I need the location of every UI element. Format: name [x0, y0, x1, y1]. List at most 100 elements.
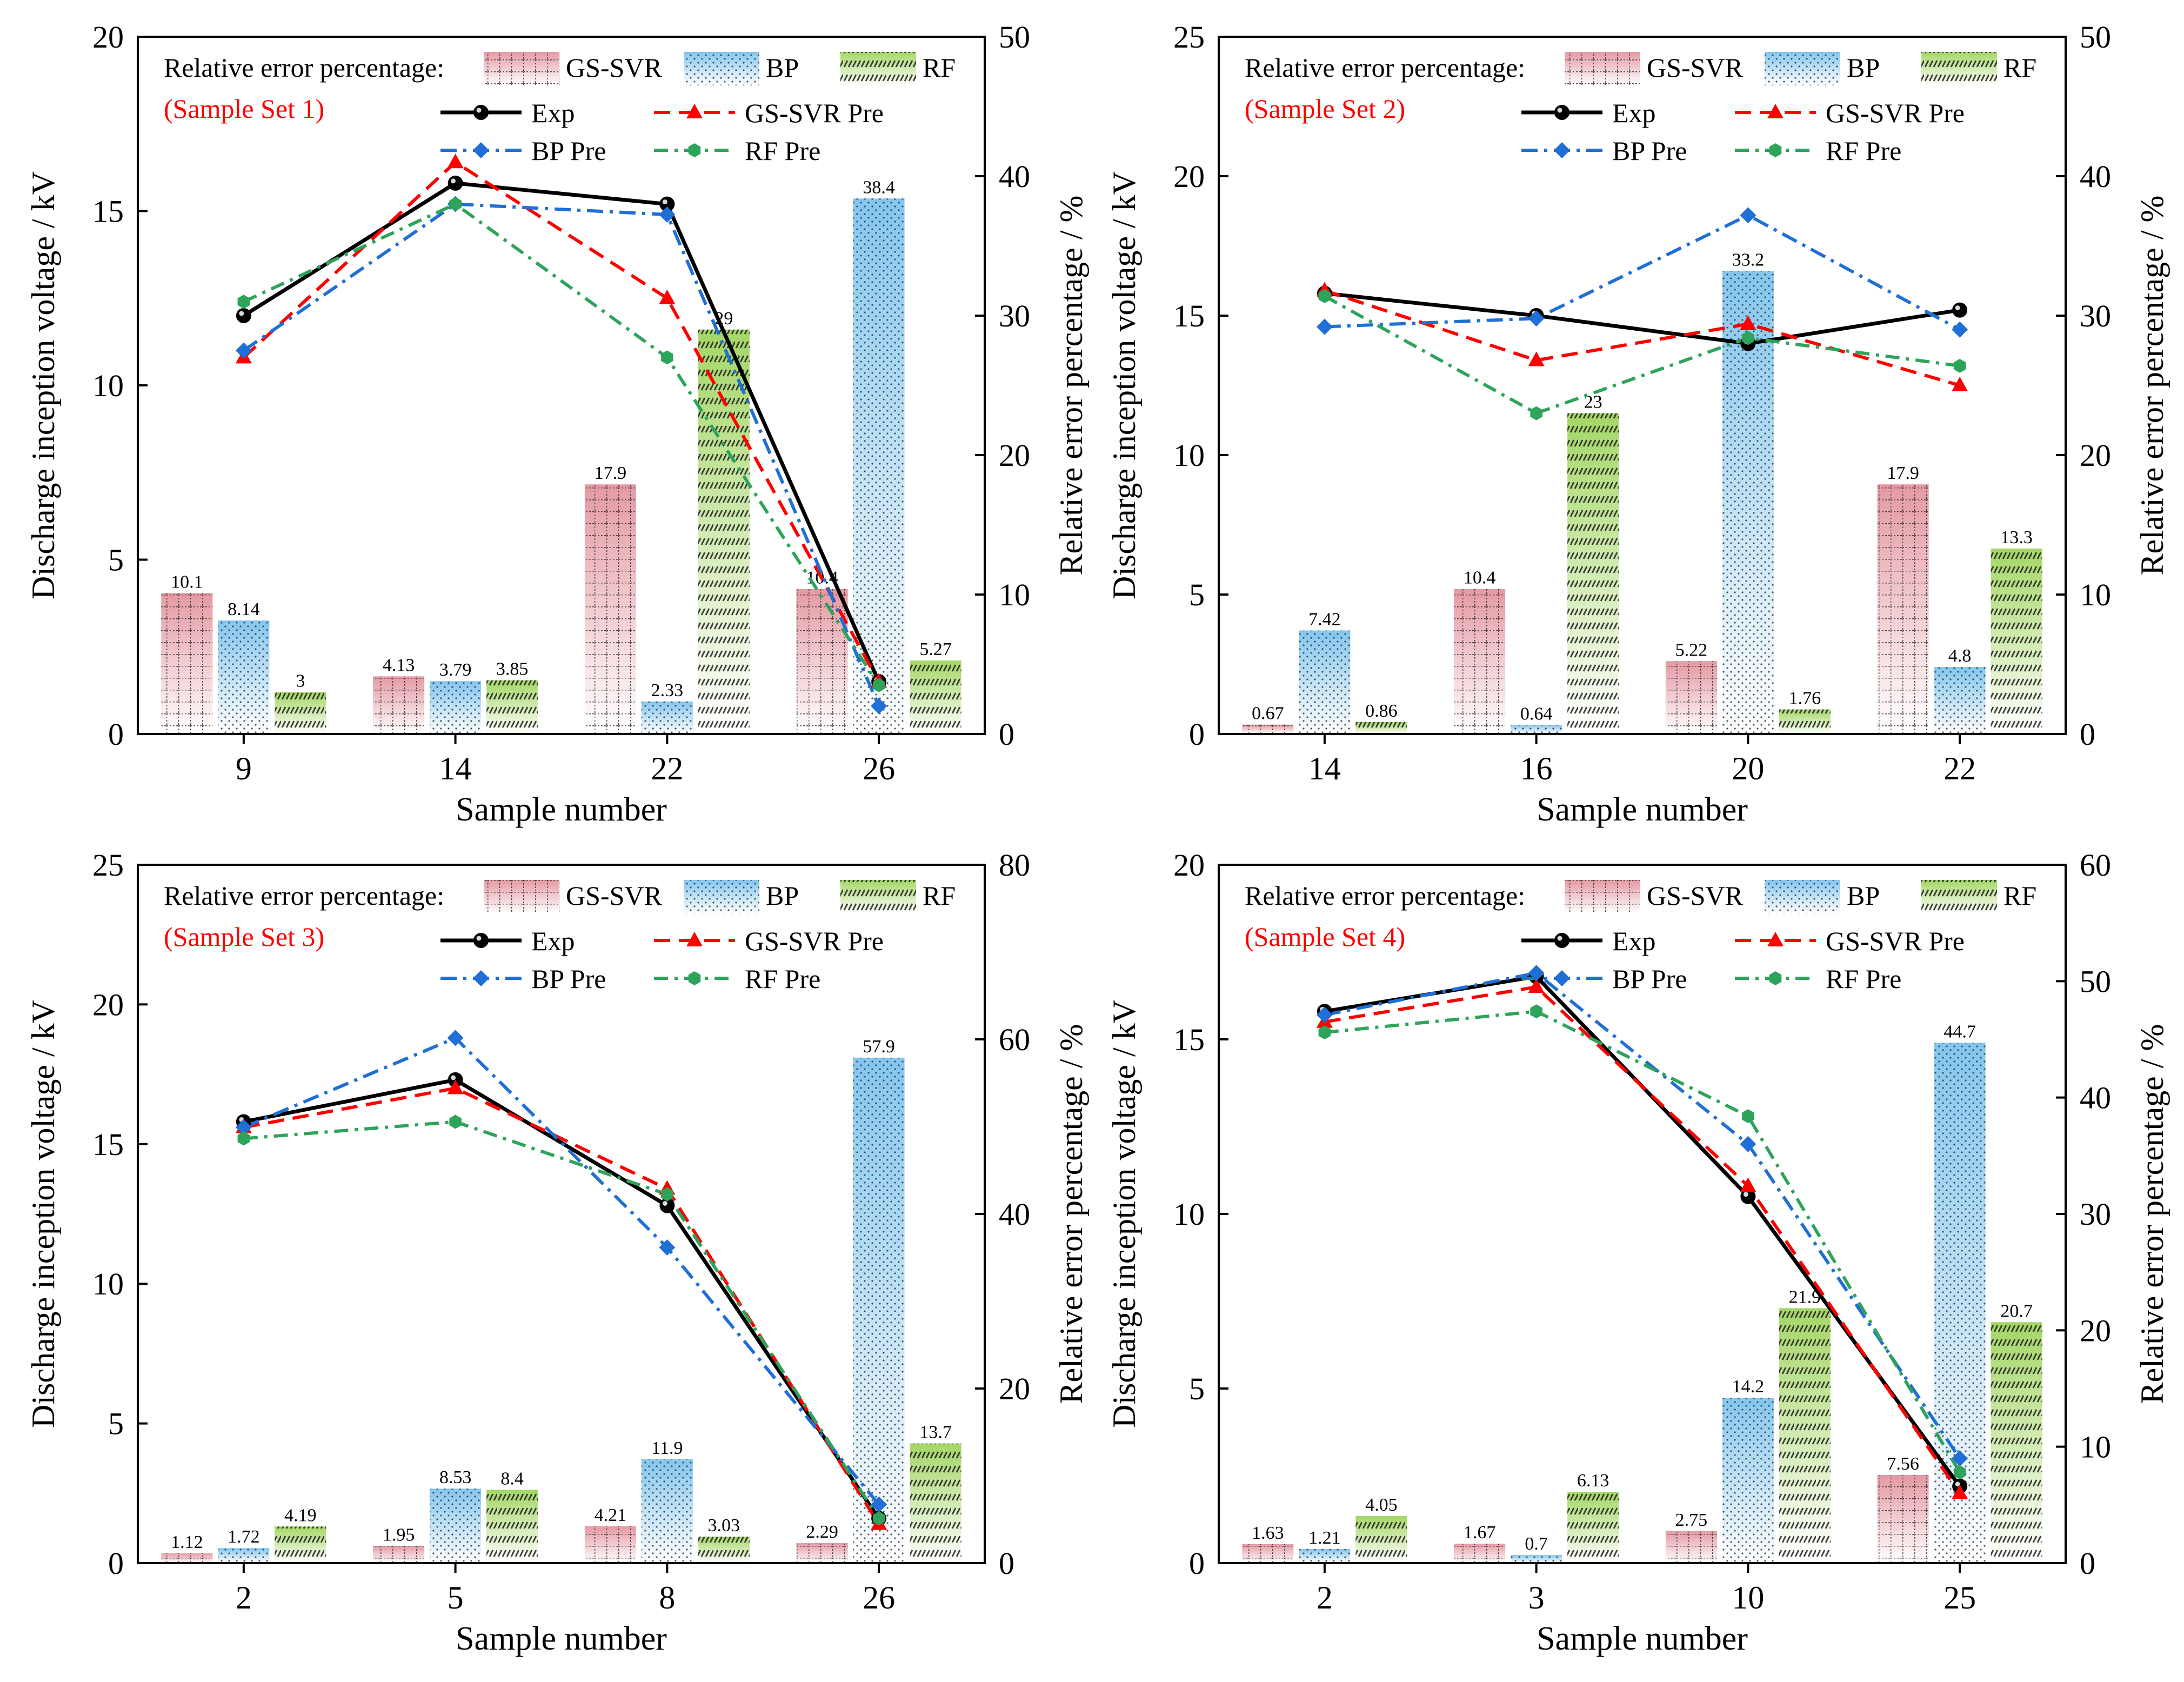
- legend-line-label: Exp: [1612, 926, 1656, 956]
- bar-pattern: [1934, 667, 1986, 734]
- bar-pattern: [584, 1526, 636, 1563]
- bar-pattern: [584, 484, 636, 734]
- bar-pattern: [1242, 724, 1294, 734]
- sample-set-annotation: (Sample Set 3): [164, 922, 324, 952]
- legend-bar-title: Relative error percentage:: [1245, 880, 1525, 911]
- legend-marker-rf: [688, 143, 701, 157]
- legend-line-label: Exp: [1612, 98, 1656, 128]
- bar-data-label: 3.85: [496, 659, 529, 679]
- point-rf-20: [1742, 331, 1754, 345]
- right-tick-label: 60: [999, 1022, 1030, 1057]
- bar-pattern: [218, 1548, 270, 1563]
- bar-pattern: [641, 701, 693, 734]
- bar-pattern: [1779, 1308, 1831, 1563]
- bar-data-label: 1.63: [1252, 1523, 1284, 1543]
- point-rf-14: [1318, 289, 1331, 303]
- x-tick-label: 14: [439, 751, 472, 786]
- bar-data-label: 11.9: [651, 1438, 683, 1458]
- bar-pattern: [698, 1537, 750, 1563]
- legend-line-label: BP Pre: [1612, 964, 1687, 994]
- left-tick-label: 5: [1189, 577, 1205, 612]
- legend-line-label: GS-SVR Pre: [1826, 98, 1965, 128]
- bar-pattern: [218, 620, 270, 734]
- bar-data-label: 3: [296, 671, 305, 691]
- legend-line-label: GS-SVR Pre: [745, 98, 884, 128]
- bar-data-label: 5.27: [919, 639, 952, 659]
- right-tick-label: 80: [999, 847, 1030, 883]
- x-axis-title: Sample number: [456, 791, 667, 828]
- bar-pattern: [1567, 413, 1619, 734]
- chart-panel-2: 0.6710.45.2217.97.420.6433.24.80.86231.7…: [1106, 19, 2170, 828]
- bar-data-label: 7.42: [1308, 610, 1341, 630]
- left-tick-label: 10: [92, 1266, 124, 1301]
- series-line-exp: [243, 181, 881, 683]
- left-tick-label: 20: [92, 19, 124, 55]
- bar-pattern: [1722, 1398, 1774, 1563]
- left-axis-title: Discharge inception voltage / kV: [1106, 171, 1142, 599]
- point-gssvr-25: [1952, 1484, 1968, 1499]
- legend-swatch-pattern: [484, 880, 559, 913]
- point-rf-22: [1953, 358, 1966, 373]
- series-line-exp: [243, 1078, 880, 1520]
- bar-data-label: 44.7: [1943, 1022, 1976, 1042]
- bar-pattern: [1991, 1322, 2042, 1563]
- bar-pattern: [373, 676, 425, 734]
- legend-marker-exp: [473, 105, 489, 120]
- right-tick-label: 40: [2080, 159, 2111, 194]
- legend-marker-exp-highlight: [1557, 108, 1562, 113]
- bar-pattern: [161, 1553, 213, 1563]
- right-tick-label: 30: [999, 298, 1030, 333]
- legend-bar-label: GS-SVR: [566, 880, 662, 911]
- legend-marker-bp: [473, 970, 489, 986]
- right-tick-label: 0: [2080, 717, 2095, 752]
- point-exp-25-highlight: [1955, 1481, 1960, 1487]
- left-tick-label: 20: [1173, 159, 1205, 194]
- series-line-bp: [1324, 971, 1961, 1459]
- left-tick-label: 5: [1189, 1371, 1205, 1406]
- plot-frame: [1218, 36, 2067, 735]
- right-tick-label: 50: [999, 19, 1030, 55]
- right-tick-label: 20: [2080, 1313, 2111, 1348]
- bar-pattern: [1299, 1548, 1351, 1563]
- bar-pattern: [1299, 630, 1351, 734]
- bar-pattern: [275, 692, 326, 734]
- bar-pattern: [853, 1057, 905, 1563]
- right-tick-label: 0: [999, 717, 1014, 752]
- legend-swatch-pattern: [684, 880, 759, 913]
- bar-pattern: [1567, 1492, 1619, 1563]
- legend-bar-label: BP: [1847, 880, 1880, 911]
- left-tick-label: 15: [92, 1127, 124, 1162]
- legend-marker-gssvr: [686, 932, 703, 946]
- legend-marker-exp: [473, 933, 489, 948]
- series-line-gssvr: [243, 1086, 880, 1525]
- bar-pattern: [796, 1543, 848, 1563]
- legend-swatch-pattern: [1765, 880, 1840, 913]
- point-rf-5: [449, 1114, 462, 1129]
- legend-bar-label: BP: [766, 880, 799, 911]
- right-tick-label: 10: [2080, 577, 2111, 612]
- series-line-gssvr: [1324, 289, 1960, 387]
- right-tick-label: 40: [2080, 1080, 2111, 1116]
- bar-data-label: 2.29: [806, 1522, 838, 1542]
- bar-data-label: 1.12: [171, 1532, 203, 1552]
- legend-line-label: GS-SVR Pre: [1826, 926, 1965, 956]
- bar-data-label: 1.21: [1308, 1528, 1341, 1548]
- x-axis-title: Sample number: [1537, 1620, 1748, 1657]
- legend-line-label: RF Pre: [1826, 136, 1901, 166]
- x-tick-label: 14: [1308, 751, 1341, 786]
- bar-data-label: 3.79: [439, 660, 472, 680]
- left-tick-label: 15: [1173, 1022, 1205, 1057]
- bar-data-label: 4.8: [1948, 646, 1972, 666]
- x-tick-label: 2: [236, 1580, 252, 1616]
- bar-data-label: 1.72: [228, 1527, 260, 1547]
- legend-bar-label: GS-SVR: [1647, 880, 1743, 911]
- left-tick-label: 5: [108, 1406, 124, 1441]
- point-rf-22: [661, 350, 673, 365]
- legend-marker-rf: [1769, 971, 1782, 985]
- series-line-rf: [243, 202, 880, 686]
- bar-pattern: [1665, 1531, 1717, 1563]
- point-rf-2: [237, 1131, 250, 1146]
- legend-bar-label: RF: [2003, 880, 2036, 911]
- point-rf-10: [1742, 1109, 1754, 1124]
- bar-data-label: 4.21: [595, 1505, 627, 1525]
